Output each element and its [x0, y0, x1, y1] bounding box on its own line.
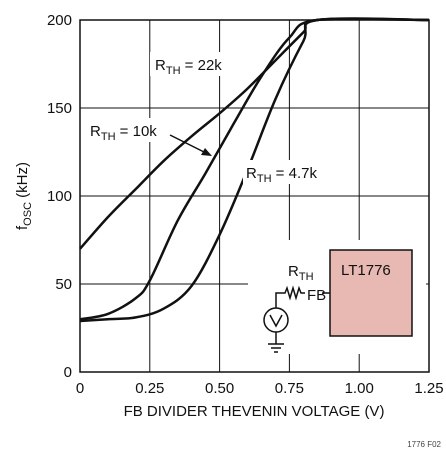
y-axis-title-unit: (kHz)	[14, 162, 31, 202]
figure-id: 1776 F02	[407, 440, 441, 449]
x-tick-label: 0	[76, 380, 84, 397]
curve-rth-10k	[79, 17, 430, 321]
curves	[79, 17, 430, 323]
label-backdrop	[150, 52, 238, 76]
y-tick-labels: 0 50 100 150 200	[47, 12, 72, 381]
label-10k-arrow-head	[201, 148, 212, 156]
resistor-label-main: R	[288, 263, 299, 280]
label-rth-10k: RTH = 10k	[85, 118, 171, 143]
x-tick-label: 0.75	[275, 380, 304, 397]
label-backdrop	[85, 118, 171, 142]
ground-icon	[268, 332, 284, 353]
voltage-source-icon	[263, 307, 289, 333]
series-label-10k: RTH = 10k	[90, 123, 157, 143]
resistor-label-sub: TH	[299, 271, 314, 283]
ic-label: LT1776	[341, 262, 391, 279]
y-axis-title-main: f	[14, 225, 31, 230]
series-label-10k-value: = 10k	[116, 123, 158, 140]
series-label-10k-main: R	[90, 123, 101, 140]
voltage-source-symbol	[269, 314, 283, 328]
y-axis-title: fOSC (kHz)	[14, 162, 34, 230]
x-tick-label: 1.00	[345, 380, 374, 397]
series-label-22k-sub: TH	[166, 65, 181, 77]
resistor-icon	[275, 285, 305, 308]
series-label-4p7k-value: = 4.7k	[272, 165, 318, 182]
series-label-22k-main: R	[155, 57, 166, 74]
label-backdrop	[243, 160, 339, 184]
y-tick-label: 50	[55, 276, 72, 293]
label-rth-22k: RTH = 22k	[150, 52, 238, 77]
label-rth-4p7k: RTH = 4.7k	[243, 160, 339, 185]
curve-rth-4p7k	[79, 17, 430, 323]
x-tick-label: 0.50	[205, 380, 234, 397]
series-label-4p7k-main: R	[246, 165, 257, 182]
resistor-label: RTH	[288, 263, 314, 283]
inset-schematic: LT1776 RTH FB	[248, 240, 426, 354]
ic-block	[329, 249, 413, 337]
series-label-22k-value: = 22k	[181, 57, 223, 74]
x-axis-title: FB DIVIDER THEVENIN VOLTAGE (V)	[124, 403, 385, 420]
x-tick-labels: 0 0.25 0.50 0.75 1.00 1.25	[76, 380, 444, 397]
fb-pin-label: FB	[307, 287, 326, 304]
x-tick-label: 1.25	[414, 380, 443, 397]
series-label-4p7k-sub: TH	[257, 173, 272, 185]
y-tick-label: 100	[47, 188, 72, 205]
y-axis-title-sub: OSC	[22, 202, 34, 226]
y-tick-label: 150	[47, 100, 72, 117]
y-tick-label: 200	[47, 12, 72, 29]
series-label-22k: RTH = 22k	[155, 57, 222, 77]
x-tick-label: 0.25	[135, 380, 164, 397]
y-tick-label: 0	[64, 364, 72, 381]
label-10k-arrow-shaft	[169, 134, 207, 154]
series-label-10k-sub: TH	[101, 131, 116, 143]
plot-frame	[79, 19, 430, 373]
series-label-4p7k: RTH = 4.7k	[246, 165, 317, 185]
